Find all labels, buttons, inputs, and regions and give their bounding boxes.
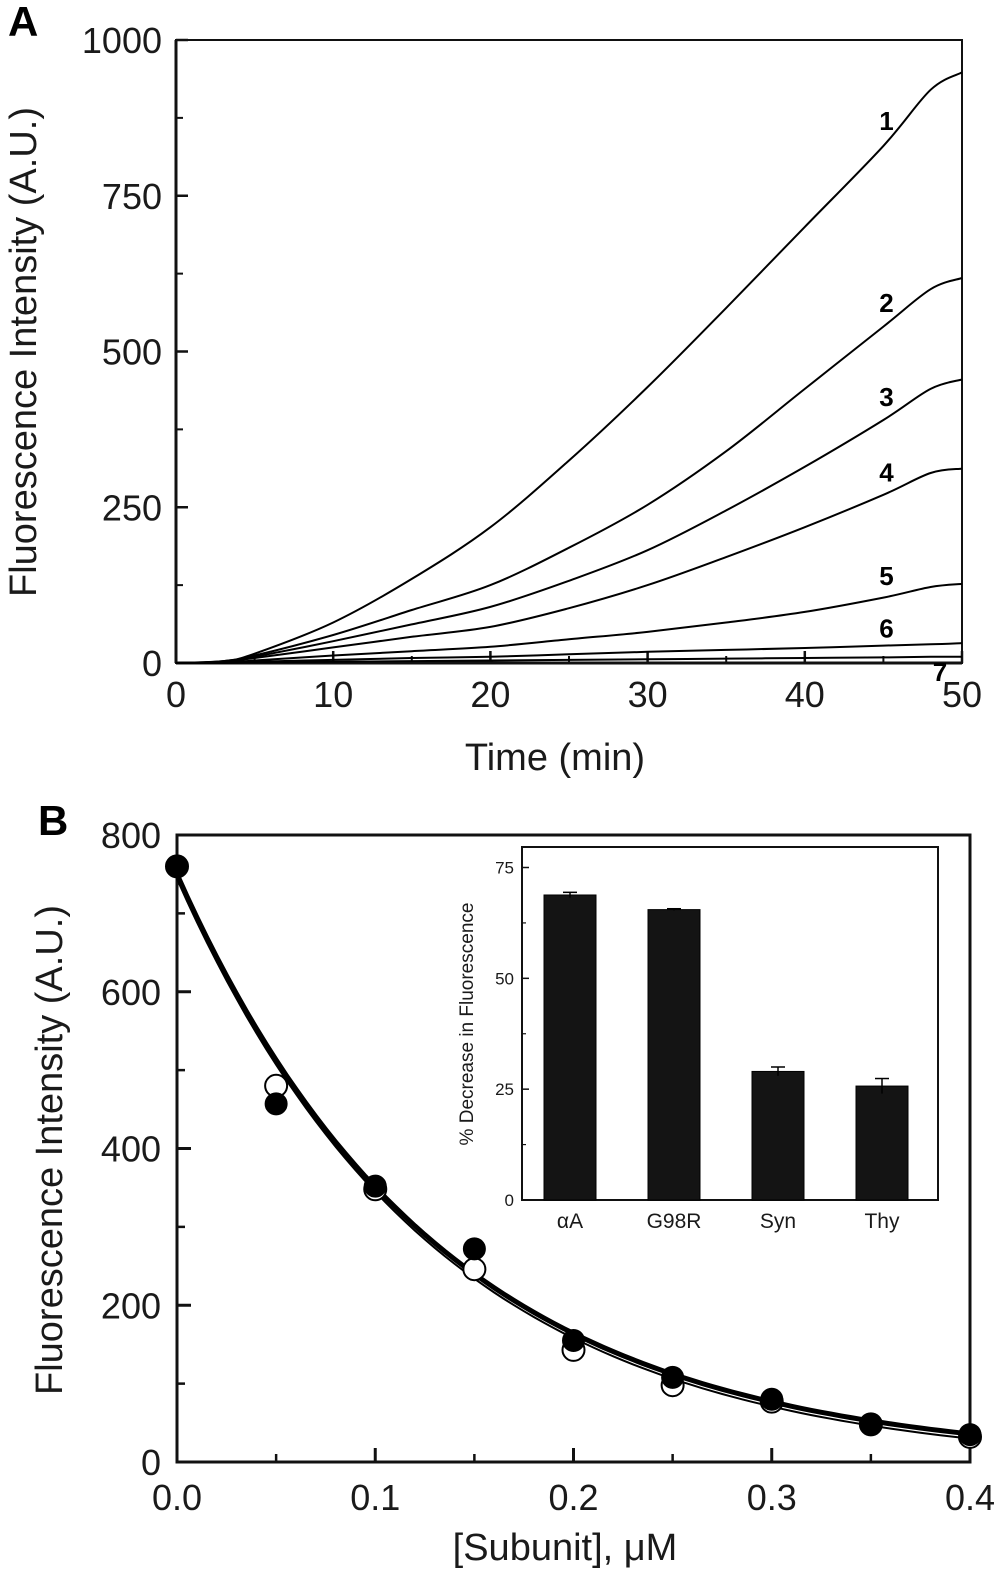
inset-axes: 0 25 50 75	[495, 859, 529, 1210]
panel-a-curve-labels: 1 2 3 4 5 6 7	[879, 106, 947, 687]
panel-b-x-tick-label: 0.1	[350, 1477, 400, 1518]
inset-bar-chart: 0 25 50 75 αA G98R Syn Thy % Decrease in Fluor…	[457, 846, 939, 1233]
panel-b-filled-point	[363, 1174, 387, 1198]
inset-bars: αA G98R Syn Thy	[543, 891, 909, 1233]
inset-bar	[751, 1070, 805, 1201]
panel-b-y-tick-label: 400	[101, 1129, 161, 1170]
panel-a-x-tick-label: 20	[470, 674, 510, 715]
panel-b-y-tick-label: 0	[141, 1442, 161, 1483]
panel-a-axes: 0 250 500 750 1000 0 10 20 30 40 50	[82, 20, 982, 715]
panel-b-filled-point	[165, 854, 189, 878]
panel-b-x-tick-label: 0.0	[152, 1477, 202, 1518]
panel-a-y-tick-label: 500	[102, 332, 162, 373]
inset-y-tick-label: 75	[495, 859, 514, 878]
panel-b-filled-point	[562, 1329, 585, 1353]
panel-a-curve-4	[175, 467, 963, 664]
panel-a-x-tick-label: 0	[166, 674, 186, 715]
panel-a-curve-label: 7	[933, 657, 947, 687]
panel-b-open-point	[462, 1257, 487, 1282]
panel-a-x-tick-label: 10	[313, 674, 353, 715]
panel-a-curve-7	[175, 655, 963, 665]
panel-a-plot-frame	[175, 39, 963, 664]
inset-y-axis-title: % Decrease in Fluorescence	[457, 903, 478, 1146]
inset-y-tick-label: 0	[505, 1191, 514, 1210]
panel-a-curve-label: 4	[879, 457, 894, 487]
panel-a-curve-label: 6	[879, 613, 893, 643]
panel-a-curve-3	[175, 378, 963, 664]
inset-category-label: G98R	[647, 1210, 702, 1233]
panel-b-x-tick-label: 0.3	[747, 1477, 797, 1518]
panel-b-x-axis-title: [Subunit], μM	[453, 1527, 678, 1569]
panel-b-y-axis-title: Fluorescence Intensity (A.U.)	[29, 905, 71, 1395]
panel-a-x-tick-label: 50	[942, 674, 982, 715]
panel-b-y-tick-label: 800	[101, 815, 161, 856]
panel-b-x-tick-label: 0.4	[945, 1477, 995, 1518]
inset-category-label: Thy	[864, 1210, 900, 1233]
panel-b-filled-point	[958, 1423, 982, 1447]
panel-a-curve-2	[175, 277, 963, 664]
panel-a-letter: A	[8, 0, 38, 45]
panel-a-curve-1	[175, 71, 963, 664]
panel-a-curve-label: 2	[879, 288, 893, 318]
inset-bar	[543, 894, 597, 1201]
panel-a-curve-5	[175, 582, 963, 664]
panel-a-curve-label: 3	[879, 382, 893, 412]
inset-category-label: Syn	[760, 1210, 796, 1233]
panel-a-y-tick-label: 0	[142, 643, 162, 684]
panel-a-curve-label: 1	[879, 106, 893, 136]
panel-b-filled-point	[661, 1365, 685, 1389]
panel-a-x-axis-title: Time (min)	[465, 737, 645, 779]
inset-y-tick-label: 50	[495, 969, 514, 988]
panel-b-filled-point	[264, 1092, 288, 1116]
inset-bar	[647, 909, 701, 1201]
panel-a-y-tick-label: 750	[102, 176, 162, 217]
panel-a-y-axis-title: Fluorescence Intensity (A.U.)	[3, 107, 45, 597]
panel-a-y-tick-label: 250	[102, 487, 162, 528]
panel-b-y-tick-label: 600	[101, 972, 161, 1013]
panel-b-axes: 0 200 400 600 800 0.0 0.1 0.2 0.3 0.4	[101, 815, 995, 1518]
inset-bar	[855, 1085, 909, 1201]
panel-b-filled-point	[859, 1412, 883, 1436]
panel-a-curve-label: 5	[879, 561, 893, 591]
panel-a-x-tick-label: 40	[785, 674, 825, 715]
panel-b-x-tick-label: 0.2	[548, 1477, 598, 1518]
inset-y-tick-label: 25	[495, 1080, 514, 1099]
panel-a-curves	[175, 71, 963, 665]
panel-b-letter: B	[38, 797, 68, 844]
panel-b-points	[165, 854, 982, 1449]
panel-a: A 0 250 500 750 1000 0 10 20 30 40 50 1 2 3 4 5 6 7 Time…	[3, 0, 982, 779]
panel-b: B 0 200 400 600 800 0.0 0.1 0.2 0.3 0.4 [Subunit]…	[29, 797, 995, 1569]
panel-a-y-tick-label: 1000	[82, 20, 162, 61]
panel-a-x-tick-label: 30	[628, 674, 668, 715]
inset-category-label: αA	[557, 1210, 583, 1233]
panel-b-filled-point	[462, 1237, 486, 1261]
panel-b-y-tick-label: 200	[101, 1285, 161, 1326]
panel-b-filled-point	[760, 1387, 784, 1411]
